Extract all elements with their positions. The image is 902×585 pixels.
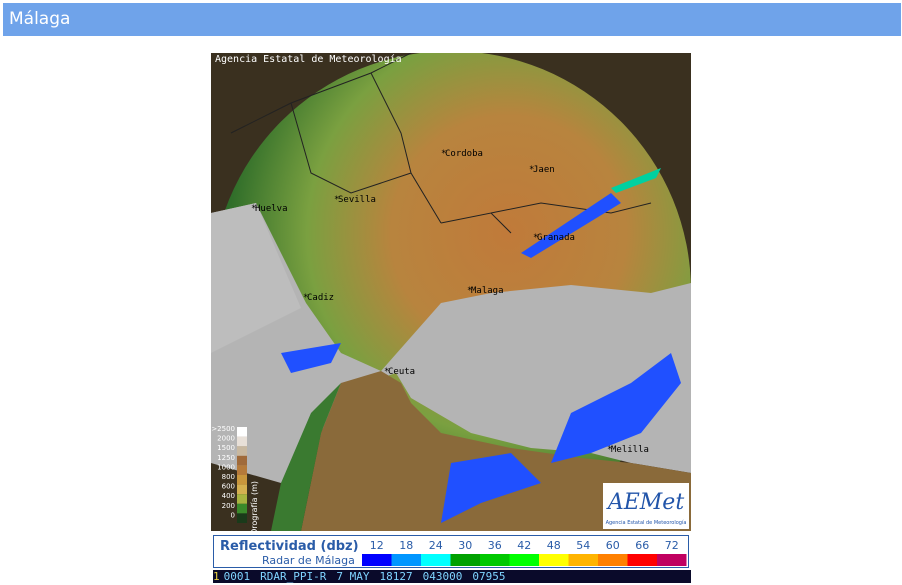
legend-title: Reflectividad (dbz) bbox=[220, 539, 359, 554]
city-label: Granada bbox=[537, 233, 575, 243]
level-label: 18 bbox=[399, 539, 413, 552]
level-swatch bbox=[391, 554, 421, 566]
level-swatch bbox=[509, 554, 539, 566]
status-field: 07955 bbox=[472, 570, 506, 583]
orography-tick: 1250 bbox=[217, 454, 235, 462]
city-marker: * bbox=[533, 233, 538, 243]
orography-swatch bbox=[237, 475, 247, 485]
level-label: 24 bbox=[429, 539, 443, 552]
orography-tick: 600 bbox=[222, 483, 235, 491]
orography-swatch bbox=[237, 484, 247, 495]
city-marker: * bbox=[384, 367, 389, 377]
orography-swatch bbox=[237, 436, 247, 447]
orography-swatch bbox=[237, 446, 247, 456]
status-field: RDAR_PPI-R bbox=[260, 570, 327, 583]
city-marker: * bbox=[529, 165, 534, 175]
level-label: 72 bbox=[665, 539, 679, 552]
city-marker: * bbox=[441, 149, 446, 159]
orography-tick: 800 bbox=[222, 473, 235, 481]
city-label: Cadiz bbox=[307, 293, 334, 303]
level-swatch bbox=[568, 554, 598, 566]
borders bbox=[230, 53, 652, 234]
level-label: 54 bbox=[576, 539, 590, 552]
orography-tick: 1000 bbox=[217, 463, 235, 471]
orography-swatch bbox=[237, 503, 247, 514]
level-swatch bbox=[539, 554, 569, 566]
africa bbox=[301, 371, 691, 531]
status-field: 7 MAY bbox=[336, 570, 370, 583]
level-label: 48 bbox=[547, 539, 561, 552]
city-label: Huelva bbox=[255, 204, 288, 214]
level-label: 36 bbox=[488, 539, 502, 552]
city-label: Cordoba bbox=[445, 149, 483, 159]
city-marker: * bbox=[607, 445, 612, 455]
orography-swatch bbox=[237, 494, 247, 504]
level-swatch bbox=[657, 554, 687, 566]
echoes bbox=[281, 168, 681, 523]
orography-tick: 1500 bbox=[217, 444, 235, 452]
level-swatch bbox=[362, 554, 392, 566]
atlantic bbox=[211, 203, 301, 353]
level-label: 12 bbox=[370, 539, 384, 552]
logo-caption: Agencia Estatal de Meteorología bbox=[606, 519, 687, 526]
level-swatch bbox=[450, 554, 480, 566]
city-marker: * bbox=[467, 286, 472, 296]
logo: AEMet bbox=[606, 490, 684, 515]
map: *Cordoba*Jaen*Sevilla*Huelva*Granada*Mal… bbox=[211, 53, 691, 531]
page-header: Málaga bbox=[3, 3, 901, 36]
orography-tick: 400 bbox=[222, 492, 235, 500]
city-label: Sevilla bbox=[338, 195, 376, 205]
status-field: 043000 bbox=[422, 570, 463, 583]
level-label: 30 bbox=[458, 539, 472, 552]
orography-tick: 2000 bbox=[217, 435, 235, 443]
city-label: Melilla bbox=[611, 445, 649, 455]
status-field: 0001 bbox=[223, 570, 251, 583]
status-line: 1 0001 RDAR_PPI-R 7 MAY 18127 043000 07955 bbox=[213, 570, 691, 583]
africa-coast bbox=[271, 383, 341, 531]
radar-image: *Cordoba*Jaen*Sevilla*Huelva*Granada*Mal… bbox=[211, 53, 691, 531]
city-label: Ceuta bbox=[388, 367, 415, 377]
level-label: 66 bbox=[635, 539, 649, 552]
legend-levels: 12 18 24 30 36 42 48 54 60 66 72 bbox=[362, 539, 687, 566]
status-field: 18127 bbox=[379, 570, 413, 583]
logo-box bbox=[603, 483, 689, 529]
legend-subtitle: Radar de Málaga bbox=[262, 554, 355, 567]
reflectivity-legend: Reflectividad (dbz) Radar de Málaga 12 18… bbox=[213, 535, 689, 568]
level-label: 42 bbox=[517, 539, 531, 552]
level-label: 60 bbox=[606, 539, 620, 552]
orography-tick: 200 bbox=[222, 502, 235, 510]
city-labels: *Cordoba*Jaen*Sevilla*Huelva*Granada*Mal… bbox=[251, 149, 649, 455]
city-label: Jaen bbox=[533, 165, 555, 175]
copyright: Agencia Estatal de Meteorología bbox=[215, 53, 402, 65]
level-swatch bbox=[598, 554, 628, 566]
city-marker: * bbox=[303, 293, 308, 303]
level-swatch bbox=[421, 554, 451, 566]
city-label: Malaga bbox=[471, 286, 504, 296]
orography-swatch bbox=[237, 513, 247, 523]
orography-swatch bbox=[237, 455, 247, 466]
orography-swatch bbox=[237, 427, 247, 437]
orography-tick: 0 bbox=[231, 511, 235, 519]
city-marker: * bbox=[251, 204, 256, 214]
city-marker: * bbox=[334, 195, 339, 205]
status-field: 1 bbox=[213, 570, 220, 583]
level-swatch bbox=[480, 554, 510, 566]
orography-swatch bbox=[237, 465, 247, 475]
orography-title: Orografía (m) bbox=[250, 481, 259, 531]
orography-tick: >2500 bbox=[211, 425, 235, 433]
level-swatch bbox=[627, 554, 657, 566]
